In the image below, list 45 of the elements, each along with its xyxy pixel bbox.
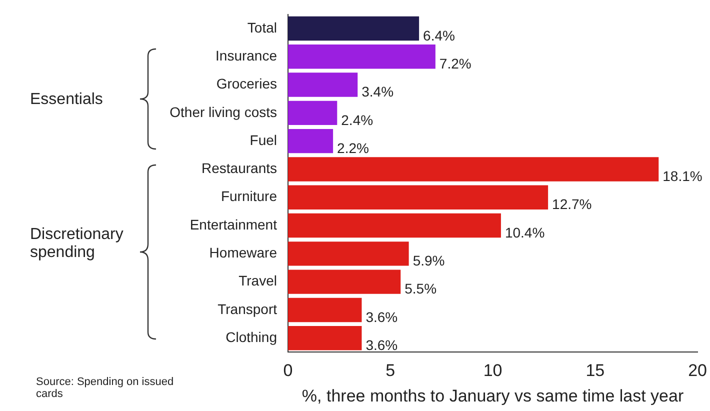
bar <box>288 242 409 266</box>
data-label: 3.6% <box>366 336 398 353</box>
y-tick-label: Total <box>247 19 277 36</box>
bar <box>288 157 659 182</box>
data-label: 5.9% <box>412 252 445 269</box>
bar <box>288 270 401 294</box>
data-label: 10.4% <box>504 224 545 240</box>
data-label: 18.1% <box>662 168 702 184</box>
y-tick-label: Other living costs <box>170 104 277 120</box>
data-label: 5.5% <box>404 280 437 297</box>
y-tick-label: Homeware <box>209 244 278 261</box>
bar <box>288 213 501 238</box>
bar <box>288 298 362 322</box>
text: Discretionary spending <box>30 226 124 262</box>
text: Essentials <box>30 91 104 109</box>
y-tick-label: Fuel <box>250 132 277 148</box>
data-label: 2.2% <box>337 140 369 156</box>
bar <box>288 128 334 154</box>
bar <box>288 185 548 210</box>
y-tick-label: Furniture <box>220 188 278 204</box>
bar <box>288 16 420 41</box>
bar <box>288 326 362 350</box>
y-tick-label: Insurance <box>216 47 278 64</box>
y-tick-label: Clothing <box>226 328 277 345</box>
y-tick-label: Entertainment <box>190 216 278 232</box>
x-tick-label: 20 <box>688 361 708 380</box>
data-label: 3.4% <box>362 84 394 100</box>
data-label: 12.7% <box>552 196 592 212</box>
x-tick-label: 10 <box>483 361 502 380</box>
data-label: 7.2% <box>439 55 472 72</box>
bar <box>288 100 338 126</box>
source-note: Source: Spending on issued cards <box>36 376 175 400</box>
y-tick-label: Groceries <box>216 76 277 92</box>
data-label: 3.6% <box>366 308 398 325</box>
y-tick-label: Transport <box>218 300 278 317</box>
x-tick-label: 0 <box>283 361 293 380</box>
bar <box>288 44 436 69</box>
x-tick-label: 15 <box>586 361 605 380</box>
x-tick-label: 5 <box>386 361 396 380</box>
y-tick-label: Restaurants <box>202 160 277 176</box>
data-label: 2.4% <box>341 112 374 128</box>
bar <box>288 72 358 97</box>
x-axis-title: %, three months to January vs same time last year <box>302 386 684 406</box>
y-tick-label: Travel <box>238 272 277 289</box>
data-label: 6.4% <box>423 27 455 44</box>
